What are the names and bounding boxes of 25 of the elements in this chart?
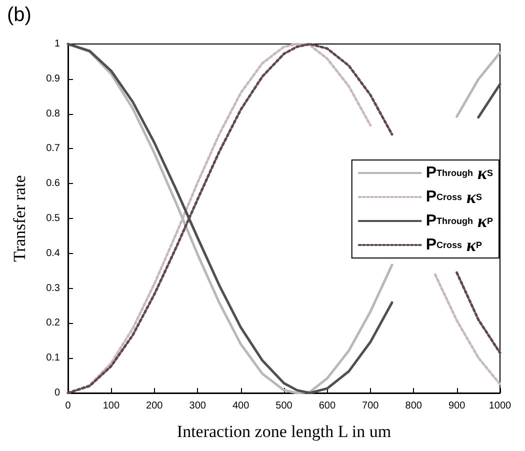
y-tick-label: 0.9 [46, 73, 60, 84]
x-tick-label: 500 [276, 400, 293, 412]
x-tick-label: 600 [318, 400, 336, 412]
y-tick-label: 0.5 [46, 213, 60, 224]
y-tick-label: 0.4 [46, 248, 60, 259]
x-tick-label: 100 [102, 400, 120, 412]
y-axis-title: Transfer rate [10, 175, 29, 262]
y-tick-label: 0 [54, 388, 60, 398]
x-tick-label: 1000 [488, 400, 512, 412]
x-axis-title: Interaction zone length L in um [176, 422, 392, 441]
y-tick-label: 0.1 [46, 352, 60, 364]
y-tick-label: 0.7 [46, 143, 60, 154]
x-tick-label: 400 [232, 400, 250, 412]
x-tick-label: 300 [189, 400, 206, 412]
y-tick-label: 1 [54, 38, 60, 50]
x-tick-label: 800 [405, 400, 422, 412]
x-tick-label: 700 [362, 400, 380, 412]
y-tick-label: 0.6 [46, 178, 60, 190]
x-tick-label: 200 [146, 400, 164, 412]
y-tick-label: 0.3 [46, 282, 60, 294]
x-tick-label: 0 [65, 400, 72, 412]
y-tick-label: 0.2 [46, 318, 60, 329]
x-tick-label: 900 [448, 400, 466, 412]
chart-title: (b) [7, 4, 32, 26]
y-tick-label: 0.8 [46, 108, 60, 120]
